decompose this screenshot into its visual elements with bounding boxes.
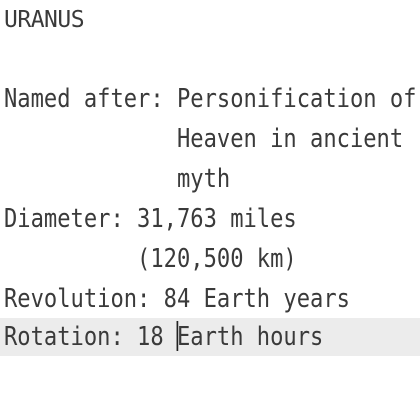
rotation-text-before-caret: Rotation: 18 [4,322,177,352]
text-line-named-after-cont-2: myth [4,164,231,194]
text-line-diameter: Diameter: 31,763 miles [4,204,297,234]
text-line-revolution: Revolution: 84 Earth years [4,284,350,314]
text-line-diameter-cont: (120,500 km) [4,244,297,274]
document-title: URANUS [4,7,85,33]
rotation-text-after-caret: Earth hours [176,322,324,352]
text-line-named-after: Named after: Personification of [4,84,417,114]
text-caret [176,321,178,351]
text-line-named-after-cont-1: Heaven in ancient [4,124,404,154]
current-line-highlight [0,318,420,356]
text-line-rotation[interactable]: Rotation: 18 Earth hours [4,317,323,357]
